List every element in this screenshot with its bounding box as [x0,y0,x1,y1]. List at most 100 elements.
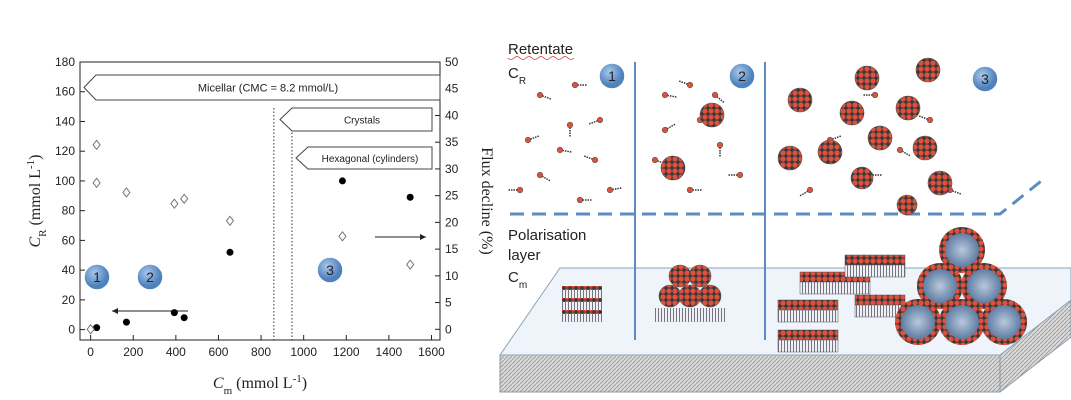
y-tick-label: 180 [55,55,75,69]
surfactant-head [536,171,544,179]
cylinder-core [987,305,1021,339]
surfactant [606,186,622,194]
layer-label: layer [508,247,541,264]
bilayer-heads [562,310,602,314]
surfactant-tail [609,187,622,191]
x-axis-label-unit: (mmol L [236,375,292,392]
micelle [699,102,725,128]
bilayer-tails [562,290,602,298]
surfactant-tail [559,149,572,153]
micelle [658,284,682,308]
retentate-symbol-main: C [508,65,519,82]
axis-arrow-head [112,308,118,314]
surfactant-head [686,81,694,89]
x-tick-label: 1400 [376,345,403,359]
crystal-top [844,254,906,266]
y-tick-label: 0 [68,323,75,337]
crystal-side [777,309,839,323]
micelle [698,284,722,308]
y2-tick-label: 30 [445,162,459,176]
x-tick-label: 600 [208,345,228,359]
y2-axis-label: Flux decline (%) [478,147,495,255]
micelle [867,125,893,151]
y2-tick-label: 40 [445,108,459,122]
circle-point [180,314,188,322]
circle-point [406,193,414,201]
circle-point [338,177,346,185]
surfactant-head [524,136,532,144]
micelle [688,264,712,288]
y2-tick-label: 45 [445,82,459,96]
x-axis-label-subscript: m [224,385,233,397]
y-tick-label: 120 [55,144,75,158]
y2-tick-label: 35 [445,135,459,149]
surfactant-tail [664,94,677,98]
surfactant-head [556,146,564,154]
surfactant-tail [799,189,811,197]
polarisation-boundary [510,176,1046,216]
y-axis-label-symbol: C [27,236,44,247]
x-tick-label: 200 [123,345,143,359]
x-tick-label: 0 [87,345,94,359]
diamond-point [86,323,95,335]
x-axis-label-superscript: -1 [293,373,302,385]
surfactant [661,91,677,99]
retentate-label: Retentate [508,41,573,58]
micelle [839,100,865,126]
layer-symbol: Cm [508,269,527,291]
annotation: Crystals [344,116,380,127]
micelle [678,284,702,308]
diagram-region-badge: 2 [738,68,746,84]
surfactant [576,196,592,204]
micelle [777,145,803,171]
adsorbed-layer [655,308,725,322]
micelle [817,139,843,165]
surfactant-head [871,91,879,99]
layer-label: Polarisation [508,227,586,244]
y-tick-label: 20 [62,293,76,307]
y2-tick-label: 0 [445,322,452,336]
surfactant-head [596,116,604,124]
region-badge-circle [83,263,111,291]
surfactant-head [606,186,614,194]
surfactant [711,91,725,104]
chart: 0204060801001201401601800510152025303540… [25,55,495,397]
region-badge: 2 [146,269,154,285]
y2-tick-label: 20 [445,215,459,229]
y2-tick-label: 5 [445,296,452,310]
surfactant-tail [664,123,676,131]
surfactant-head [806,186,814,194]
surfactant [799,186,814,197]
surfactant [863,91,879,99]
surfactant [566,121,574,137]
diamond-point [225,215,235,227]
bilayer-heads [562,286,602,290]
surfactant [661,123,676,134]
x-tick-label: 400 [166,345,186,359]
micelle [912,135,938,161]
circle-point [170,309,178,317]
y-tick-label: 60 [62,233,76,247]
surfactant-head [926,116,934,124]
y2-tick-label: 10 [445,269,459,283]
x-axis-label-symbol: C [213,375,224,392]
y-axis-label-close: ) [27,155,44,160]
retentate-symbol-sub: R [519,76,526,87]
y-axis-label-superscript: -1 [25,160,37,169]
surfactant [536,91,552,100]
plot-frame [79,61,441,341]
diagram-region-badge-circle [971,65,999,93]
surfactant-tail [899,149,911,157]
surfactant [896,146,911,157]
surfactant [686,186,702,194]
cylinder-core [901,305,935,339]
micelle [927,170,953,196]
surfactant [728,171,744,179]
diamond-point [122,187,131,198]
surfactant-head [686,186,694,194]
bilayer-tails [562,302,602,310]
diagram-region-badge: 1 [608,68,616,84]
surfactant-head [736,171,744,179]
x-axis-label-close: ) [302,375,307,392]
